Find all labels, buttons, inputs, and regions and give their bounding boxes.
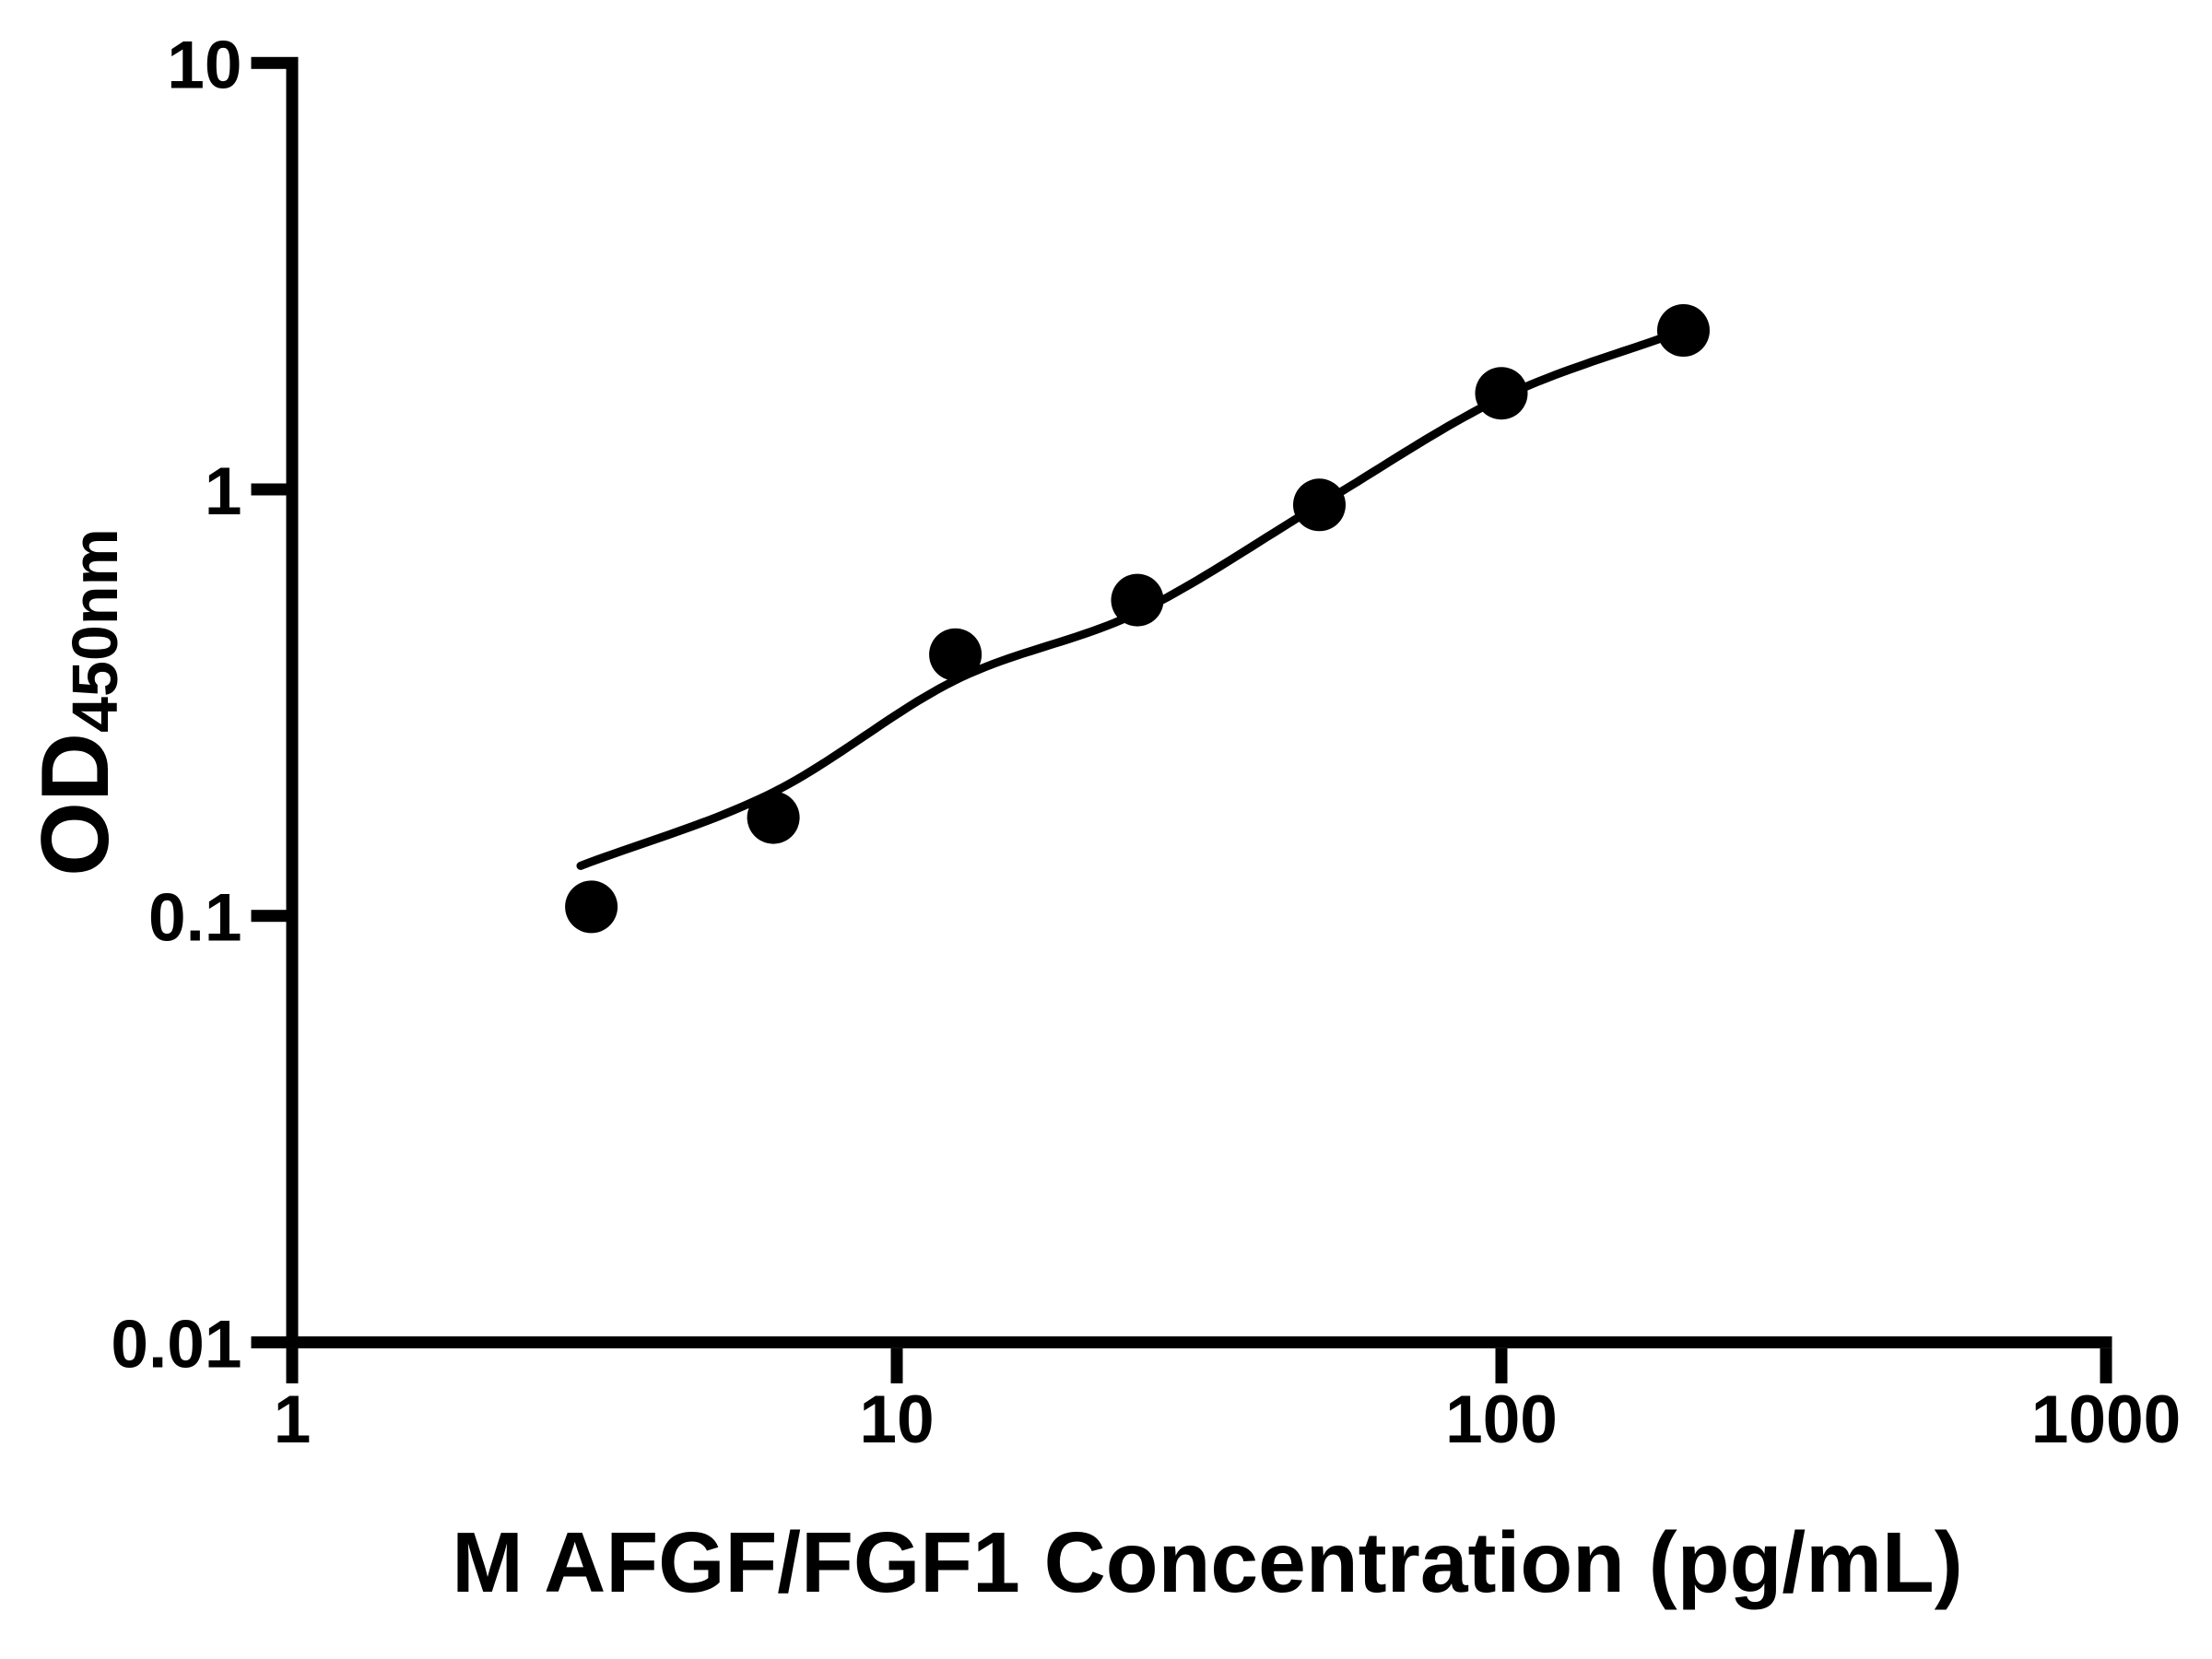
y-axis-title: OD450nm xyxy=(22,528,131,877)
y-axis-spine xyxy=(286,56,299,1348)
x-axis-title: M AFGF/FGF1 Concentration (pg/mL) xyxy=(452,1514,1962,1610)
y-axis-title-subscript: 450nm xyxy=(59,528,131,733)
x-tick xyxy=(890,1347,903,1383)
y-tick-label: 10 xyxy=(167,28,241,102)
y-tick xyxy=(251,1335,287,1348)
y-tick-label: 0.1 xyxy=(148,881,241,956)
x-tick xyxy=(2100,1347,2112,1383)
y-tick-label: 0.01 xyxy=(111,1307,241,1382)
y-tick xyxy=(251,483,287,496)
x-tick-label: 10 xyxy=(859,1382,934,1457)
x-tick-label: 1 xyxy=(274,1382,312,1457)
data-point xyxy=(1111,573,1164,627)
data-point xyxy=(1293,478,1346,532)
y-tick xyxy=(251,56,287,69)
data-series xyxy=(565,304,1710,934)
x-tick xyxy=(1495,1347,1508,1383)
data-point xyxy=(565,880,618,934)
y-tick xyxy=(251,910,287,923)
y-tick-label: 1 xyxy=(205,454,242,529)
data-point xyxy=(747,791,800,844)
data-point xyxy=(929,628,982,681)
axes: 10 1 0.1 0.01 1 10 100 1000 xyxy=(111,28,2181,1457)
x-tick xyxy=(286,1347,299,1383)
x-axis-spine xyxy=(286,1335,2112,1348)
x-tick-label: 100 xyxy=(1445,1382,1558,1457)
x-tick-label: 1000 xyxy=(2031,1382,2181,1457)
data-point xyxy=(1475,367,1528,420)
y-axis-title-base: OD xyxy=(22,733,129,877)
data-point xyxy=(1657,304,1710,357)
